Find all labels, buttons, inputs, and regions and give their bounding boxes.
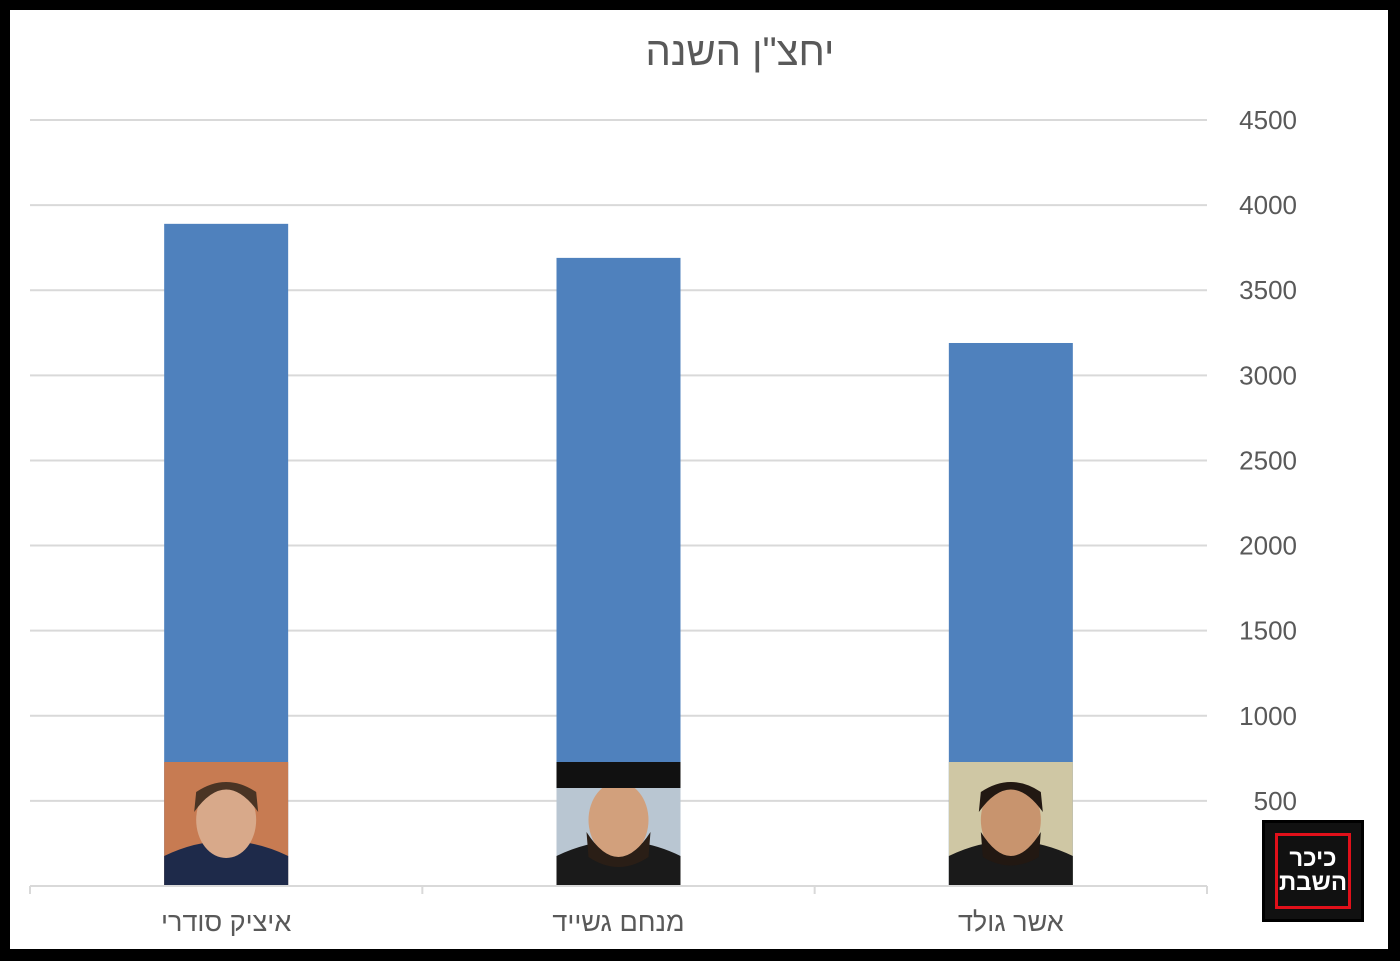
y-tick-label: 1500 (1239, 616, 1297, 646)
portrait-photo (556, 762, 681, 886)
y-tick-label: 2000 (1239, 531, 1297, 561)
portrait-photo (164, 762, 289, 886)
y-tick-label: 1000 (1239, 701, 1297, 731)
logo-line-2: השבת (1278, 869, 1348, 896)
y-tick-label: 500 (1254, 786, 1297, 816)
logo-line-1: כיכר (1289, 845, 1337, 872)
y-tick-label: 4500 (1239, 105, 1297, 135)
x-category-label: איציק סודרי (161, 907, 291, 937)
portrait-photo (948, 762, 1073, 886)
x-category-label: אשר גולד (958, 907, 1064, 937)
kikar-hashabat-logo: כיכר השבת (1262, 820, 1364, 922)
y-tick-label: 3500 (1239, 275, 1297, 305)
photos (164, 762, 1073, 886)
y-tick-label: 2500 (1239, 445, 1297, 475)
y-tick-label: 4000 (1239, 190, 1297, 220)
y-tick-label: 3000 (1239, 360, 1297, 390)
x-category-label: מנחם גשייד (552, 907, 684, 937)
chart-title: יחצ"ן השנה (645, 30, 835, 74)
